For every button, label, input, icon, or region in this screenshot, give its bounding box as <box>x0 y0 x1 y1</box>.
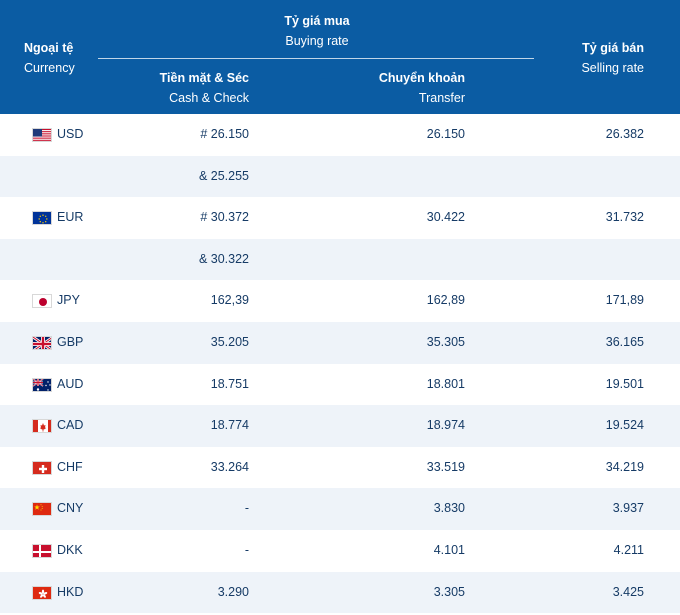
us-flag-icon <box>32 128 52 142</box>
cash-rate: & 25.255 <box>198 168 249 183</box>
cash-rate: 3.290 <box>217 584 249 599</box>
table-row: JPY 162,39 162,89 171,89 <box>0 280 680 322</box>
table-row: CAD 18.774 18.974 19.524 <box>0 405 680 447</box>
selling-rate: 19.501 <box>605 376 644 391</box>
table-row: CHF 33.264 33.519 34.219 <box>0 447 680 489</box>
header-buying-vi: Tỷ giá mua <box>284 14 350 28</box>
table-row: & 25.255 <box>0 155 680 198</box>
transfer-rate: 3.305 <box>433 584 465 599</box>
cash-rate: 18.751 <box>210 376 249 391</box>
transfer-rate: 30.422 <box>426 210 465 225</box>
cash-rate: - <box>244 542 249 557</box>
table-row: GBP 35.205 35.305 36.165 <box>0 321 680 364</box>
header-divider <box>98 58 534 59</box>
table-row: CNY - 3.830 3.937 <box>0 488 680 530</box>
currency-code: AUD <box>57 376 84 391</box>
selling-rate: 36.165 <box>605 334 644 349</box>
selling-rate: 34.219 <box>605 459 644 474</box>
table-row: DKK - 4.101 4.211 <box>0 530 680 572</box>
cash-rate: & 30.322 <box>198 251 249 266</box>
header-buying-en: Buying rate <box>285 34 349 48</box>
cash-rate: - <box>244 501 249 516</box>
header-currency-en: Currency <box>24 61 75 75</box>
jp-flag-icon <box>32 294 52 309</box>
gb-flag-icon <box>32 335 52 350</box>
cash-rate: 35.205 <box>210 334 249 349</box>
transfer-rate: 33.519 <box>426 459 465 474</box>
table-body: USD # 26.150 26.150 26.382 & 25.255 <box>0 114 680 614</box>
header-cash-en: Cash & Check <box>169 91 249 105</box>
cash-rate: 18.774 <box>210 418 249 433</box>
currency-code: CHF <box>57 459 83 474</box>
selling-rate: 171,89 <box>605 293 644 308</box>
dk-flag-icon <box>32 543 52 558</box>
transfer-rate: 18.974 <box>426 418 465 433</box>
header-cash-check: Tiền mặt & Séc Cash & Check <box>160 68 249 108</box>
header-currency: Ngoại tệ Currency <box>24 38 75 78</box>
hk-flag-icon <box>32 585 52 600</box>
ca-flag-icon <box>32 419 52 434</box>
cash-rate: # 26.150 <box>200 127 249 141</box>
currency-code: DKK <box>57 542 83 557</box>
transfer-rate: 3.830 <box>433 501 465 516</box>
header-selling-en: Selling rate <box>581 61 644 75</box>
cash-rate: 162,39 <box>210 293 249 308</box>
table-header: Ngoại tệ Currency Tỷ giá mua Buying rate… <box>0 0 680 114</box>
header-transfer-en: Transfer <box>418 91 465 105</box>
table-row: AUD 18.751 18.801 19.501 <box>0 364 680 406</box>
currency-code: USD <box>57 127 84 141</box>
header-transfer: Chuyển khoản Transfer <box>379 68 465 108</box>
au-flag-icon <box>32 377 52 392</box>
currency-code: GBP <box>57 334 84 349</box>
currency-code: JPY <box>57 293 80 308</box>
transfer-rate: 35.305 <box>426 334 465 349</box>
cn-flag-icon <box>32 502 52 517</box>
currency-code: EUR <box>57 210 84 225</box>
selling-rate: 3.425 <box>612 584 644 599</box>
header-cash-vi: Tiền mặt & Séc <box>159 71 249 85</box>
eu-flag-icon <box>32 211 52 226</box>
selling-rate: 26.382 <box>605 127 644 141</box>
header-selling-rate: Tỷ giá bán Selling rate <box>581 38 644 78</box>
currency-code: CAD <box>57 418 84 433</box>
transfer-rate: 26.150 <box>426 127 465 141</box>
header-selling-vi: Tỷ giá bán <box>582 41 644 55</box>
table-row: & 30.322 <box>0 238 680 281</box>
table-row: HKD 3.290 3.305 3.425 <box>0 571 680 614</box>
selling-rate: 3.937 <box>612 501 644 516</box>
selling-rate: 19.524 <box>605 418 644 433</box>
ch-flag-icon <box>32 460 52 475</box>
currency-code: HKD <box>57 584 84 599</box>
cash-rate: 33.264 <box>210 459 249 474</box>
header-buying-rate: Tỷ giá mua Buying rate <box>282 11 352 51</box>
header-currency-vi: Ngoại tệ <box>24 41 74 55</box>
header-transfer-vi: Chuyển khoản <box>378 71 465 85</box>
transfer-rate: 4.101 <box>433 542 465 557</box>
selling-rate: 31.732 <box>605 210 644 225</box>
currency-code: CNY <box>57 501 84 516</box>
table-row: EUR # 30.372 30.422 31.732 <box>0 197 680 239</box>
table-row: USD # 26.150 26.150 26.382 <box>0 114 680 156</box>
cash-rate: # 30.372 <box>200 210 249 225</box>
transfer-rate: 162,89 <box>426 293 465 308</box>
selling-rate: 4.211 <box>613 542 644 557</box>
transfer-rate: 18.801 <box>426 376 465 391</box>
